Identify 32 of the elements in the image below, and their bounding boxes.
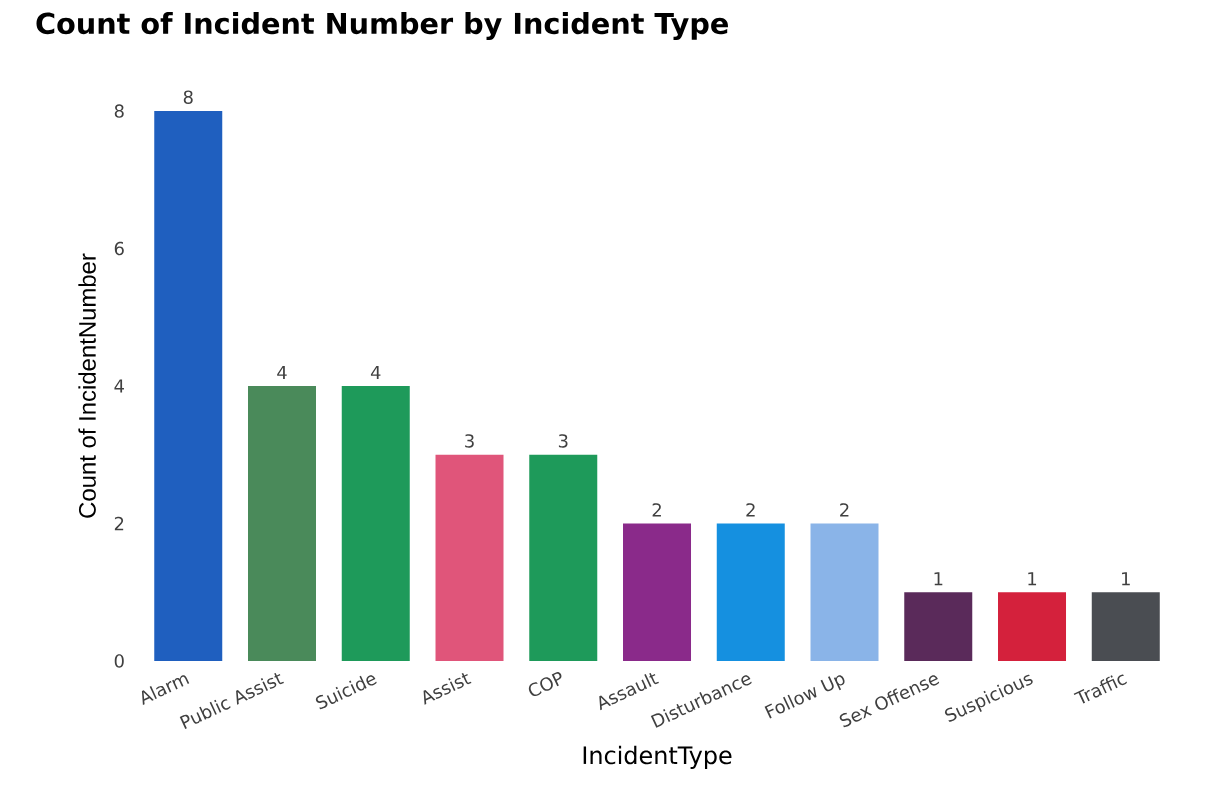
bar bbox=[716, 523, 785, 661]
data-label: 1 bbox=[934, 572, 943, 586]
data-label: 3 bbox=[558, 434, 568, 448]
bar bbox=[435, 454, 504, 661]
y-tick-label: 6 bbox=[114, 241, 124, 256]
data-label: 8 bbox=[183, 90, 193, 104]
bar bbox=[904, 592, 973, 661]
bar bbox=[623, 523, 692, 661]
bar bbox=[248, 386, 316, 661]
data-label: 4 bbox=[370, 365, 381, 379]
x-axis-title: IncidentType bbox=[583, 745, 732, 769]
x-tick-label: Traffic bbox=[1073, 674, 1127, 704]
data-label: 2 bbox=[840, 503, 849, 517]
bar bbox=[341, 386, 410, 661]
data-label: 2 bbox=[746, 503, 755, 517]
data-label: 2 bbox=[652, 503, 661, 517]
y-tick-label: 2 bbox=[114, 516, 124, 531]
y-tick-label: 8 bbox=[114, 104, 124, 118]
data-label: 1 bbox=[1122, 572, 1130, 586]
x-tick-label: COP bbox=[528, 672, 562, 697]
y-tick-label: 4 bbox=[114, 379, 124, 393]
data-label: 1 bbox=[1028, 572, 1037, 586]
bar bbox=[154, 111, 223, 661]
bar bbox=[529, 454, 598, 661]
data-label: 3 bbox=[465, 434, 474, 448]
y-axis-title: Count of IncidentNumber bbox=[78, 253, 96, 518]
bar bbox=[1091, 592, 1160, 661]
bar bbox=[998, 592, 1067, 661]
chart-title: Count of Incident Number by Incident Type bbox=[36, 12, 728, 41]
data-label: 4 bbox=[277, 365, 287, 379]
bar bbox=[810, 523, 879, 661]
y-tick-label: 0 bbox=[114, 654, 124, 668]
